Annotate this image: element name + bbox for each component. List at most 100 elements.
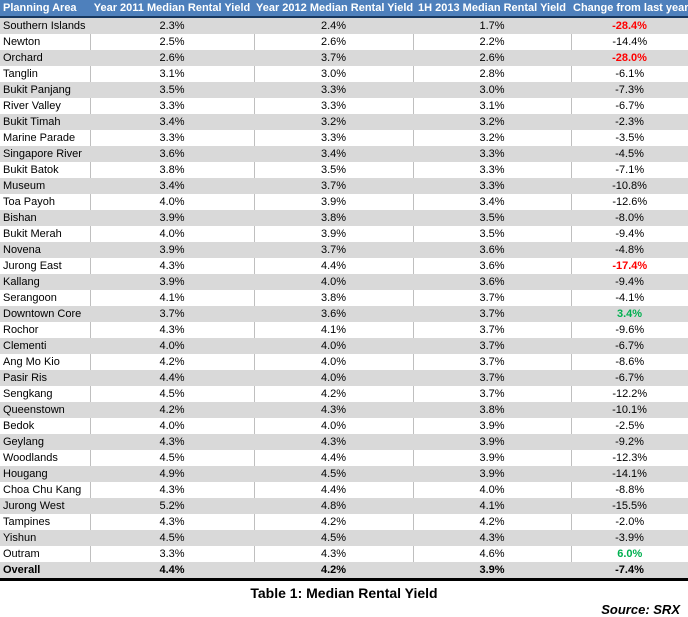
planning-area-cell: Newton <box>0 34 91 50</box>
h1-2013-yield-cell: 3.7% <box>413 354 572 370</box>
table-row: Queenstown 4.2% 4.3% 3.8% -10.1% <box>0 402 688 418</box>
h1-2013-yield-cell: 3.3% <box>413 178 571 194</box>
year-2011-yield-cell: 2.6% <box>90 50 254 66</box>
change-cell: -12.3% <box>612 451 648 464</box>
h1-2013-yield-cell: 3.1% <box>413 98 572 114</box>
year-2012-yield-cell: 3.3% <box>254 82 413 98</box>
h1-2013-yield-cell: 2.8% <box>413 66 572 82</box>
year-2012-yield-cell: 3.4% <box>254 146 413 162</box>
table-row: Bukit Timah 3.4% 3.2% 3.2% -2.3% <box>0 114 688 130</box>
year-2011-yield-cell: 3.4% <box>90 114 254 130</box>
table-row: Bukit Merah 4.0% 3.9% 3.5% -9.4% <box>0 226 688 242</box>
table-row: Kallang 3.9% 4.0% 3.6% -9.4% <box>0 274 688 290</box>
change-cell: -10.8% <box>571 178 688 194</box>
year-2011-yield-cell: 4.2% <box>90 402 254 418</box>
year-2012-yield-cell: 4.4% <box>254 450 414 466</box>
year-2012-yield-cell: 4.0% <box>254 354 414 370</box>
planning-area-cell: Woodlands <box>0 450 91 466</box>
h1-2013-yield-cell: 3.9% <box>413 418 572 434</box>
planning-area-cell: Singapore River <box>0 146 90 162</box>
table-row: Woodlands 4.5% 4.4% 3.9% -12.3% <box>0 450 688 466</box>
year-2012-yield-cell: 4.3% <box>254 434 413 450</box>
year-2012-yield-cell: 3.0% <box>254 66 414 82</box>
year-2011-yield-cell: 3.3% <box>90 98 255 114</box>
year-2012-yield-cell: 4.4% <box>254 482 414 498</box>
change-cell: -8.0% <box>571 210 688 226</box>
table-row: Tampines 4.3% 4.2% 4.2% -2.0% <box>0 514 688 530</box>
year-2011-yield-cell: 2.5% <box>90 34 255 50</box>
change-cell: -12.2% <box>612 387 648 400</box>
year-2011-yield-cell: 3.8% <box>90 162 255 178</box>
year-2012-yield-cell: 4.1% <box>254 322 414 338</box>
change-cell: -9.4% <box>615 227 645 240</box>
h1-2013-yield-cell: 3.7% <box>413 386 572 402</box>
h1-2013-yield-cell: 3.9% <box>413 450 572 466</box>
year-2012-yield-cell: 3.6% <box>254 306 413 322</box>
change-cell: -17.4% <box>612 259 648 272</box>
change-cell: -3.5% <box>615 131 645 144</box>
change-cell: 3.4% <box>571 306 688 322</box>
table-row: Pasir Ris 4.4% 4.0% 3.7% -6.7% <box>0 370 688 386</box>
year-2012-yield-cell: 4.2% <box>254 386 414 402</box>
h1-2013-yield-cell: 3.3% <box>413 162 572 178</box>
year-2011-yield-cell: 4.4% <box>90 370 254 386</box>
planning-area-cell: Museum <box>0 178 90 194</box>
year-2012-yield-cell: 4.0% <box>254 370 413 386</box>
h1-2013-yield-cell: 3.7% <box>413 290 572 306</box>
table-row: Yishun 4.5% 4.5% 4.3% -3.9% <box>0 530 688 546</box>
year-2011-yield-cell: 4.9% <box>90 466 254 482</box>
year-2011-yield-cell: 4.0% <box>90 194 255 210</box>
change-cell: -9.6% <box>615 323 645 336</box>
h1-2013-yield-cell: 3.4% <box>413 194 572 210</box>
change-cell: -15.5% <box>571 498 688 514</box>
table-row: Southern Islands 2.3% 2.4% 1.7% -28.4% <box>0 17 688 34</box>
year-2011-yield-cell: 4.5% <box>90 386 255 402</box>
change-cell: -6.1% <box>615 67 645 80</box>
change-cell: -8.8% <box>615 483 645 496</box>
year-2012-yield-cell: 4.2% <box>254 514 414 530</box>
year-2011-yield-cell: 4.5% <box>90 450 255 466</box>
year-2012-yield-cell: 3.9% <box>254 194 414 210</box>
planning-area-cell: River Valley <box>0 98 91 114</box>
change-cell: -28.0% <box>571 50 688 66</box>
year-2012-yield-cell: 4.0% <box>254 338 413 354</box>
table-row: Orchard 2.6% 3.7% 2.6% -28.0% <box>0 50 688 66</box>
table-row: Downtown Core 3.7% 3.6% 3.7% 3.4% <box>0 306 688 322</box>
change-cell: -8.6% <box>615 355 645 368</box>
planning-area-cell: Tampines <box>0 514 91 530</box>
table-row: Newton 2.5% 2.6% 2.2% -14.4% <box>0 34 688 50</box>
planning-area-cell: Bukit Panjang <box>0 82 90 98</box>
header-planning-area: Planning Area <box>0 0 90 18</box>
year-2011-yield-cell: 3.4% <box>90 178 254 194</box>
header-year-2012-yield: Year 2012 Median Rental Yield <box>254 0 413 18</box>
planning-area-cell: Hougang <box>0 466 90 482</box>
h1-2013-yield-cell: 2.6% <box>413 50 571 66</box>
year-2012-yield-cell: 4.3% <box>254 402 413 418</box>
planning-area-cell: Geylang <box>0 434 90 450</box>
h1-2013-yield-cell: 1.7% <box>413 17 571 34</box>
table-caption: Table 1: Median Rental Yield <box>250 585 438 601</box>
planning-area-cell: Downtown Core <box>0 306 90 322</box>
year-2012-yield-cell: 4.0% <box>254 274 413 290</box>
year-2011-yield-cell: 3.6% <box>90 146 254 162</box>
change-cell: -9.2% <box>571 434 688 450</box>
year-2011-yield-cell: 4.0% <box>90 226 255 242</box>
change-cell: -7.3% <box>571 82 688 98</box>
change-cell: -6.7% <box>571 338 688 354</box>
h1-2013-yield-cell: 3.2% <box>413 130 572 146</box>
h1-2013-yield-cell: 3.6% <box>413 258 572 274</box>
table-row: Bukit Panjang 3.5% 3.3% 3.0% -7.3% <box>0 82 688 98</box>
planning-area-cell: Bishan <box>0 210 90 226</box>
year-2012-yield-cell: 3.5% <box>254 162 414 178</box>
table-row: Serangoon 4.1% 3.8% 3.7% -4.1% <box>0 290 688 306</box>
median-rental-yield-table: Planning Area Year 2011 Median Rental Yi… <box>0 0 688 581</box>
year-2012-yield-cell: 4.2% <box>254 562 413 581</box>
table-row: Bukit Batok 3.8% 3.5% 3.3% -7.1% <box>0 162 688 178</box>
source-credit: Source: SRX <box>601 602 680 617</box>
year-2011-yield-cell: 4.3% <box>90 482 255 498</box>
planning-area-cell: Choa Chu Kang <box>0 482 91 498</box>
change-cell: -3.9% <box>571 530 688 546</box>
h1-2013-yield-cell: 3.7% <box>413 370 571 386</box>
year-2011-yield-cell: 3.7% <box>90 306 254 322</box>
h1-2013-yield-cell: 3.9% <box>413 562 571 581</box>
